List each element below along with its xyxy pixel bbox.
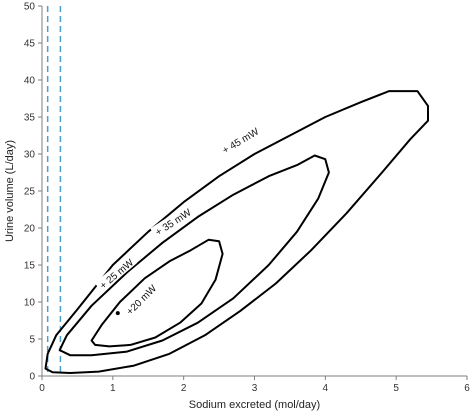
x-tick-label: 1 <box>110 383 116 394</box>
contour-label-bg <box>217 123 263 157</box>
contour-line <box>44 90 429 374</box>
reference-lines <box>46 6 62 376</box>
x-tick-label: 4 <box>323 383 329 394</box>
x-tick-label: 2 <box>181 383 187 394</box>
contour-label-group: +20 mW <box>122 280 160 318</box>
contour-label: +20 mW <box>125 283 160 318</box>
y-tick-label: 15 <box>24 261 36 272</box>
contour-label-bg <box>122 280 159 318</box>
y-axis-title: Urine volume (L/day) <box>4 140 16 242</box>
contour-lines <box>44 90 429 374</box>
x-axis-title: Sodium excreted (mol/day) <box>189 399 320 411</box>
y-tick-label: 50 <box>24 2 36 13</box>
x-tick-label: 0 <box>39 383 45 394</box>
y-tick-label: 45 <box>24 39 36 50</box>
contour-label-bg <box>150 203 195 239</box>
x-tick-label: 5 <box>393 383 399 394</box>
y-tick-label: 25 <box>24 187 36 198</box>
y-tick-label: 35 <box>24 113 36 124</box>
y-tick-label: 40 <box>24 76 36 87</box>
contour-label-group: + 25 mW <box>94 253 137 293</box>
contour-line <box>58 154 330 357</box>
x-tick-label: 6 <box>464 383 470 394</box>
contour-point <box>115 311 120 316</box>
contour-labels: + 45 mW+ 35 mW+ 25 mW+20 mW <box>94 123 263 318</box>
y-tick-label: 30 <box>24 150 36 161</box>
contour-label: + 25 mW <box>98 257 136 292</box>
y-tick-label: 0 <box>29 372 35 383</box>
contour-line <box>90 238 224 348</box>
contour-label-bg <box>94 253 137 293</box>
y-tick-label: 5 <box>29 335 35 346</box>
y-tick-label: 20 <box>24 224 36 235</box>
x-tick-label: 3 <box>252 383 258 394</box>
y-tick-label: 10 <box>24 298 36 309</box>
